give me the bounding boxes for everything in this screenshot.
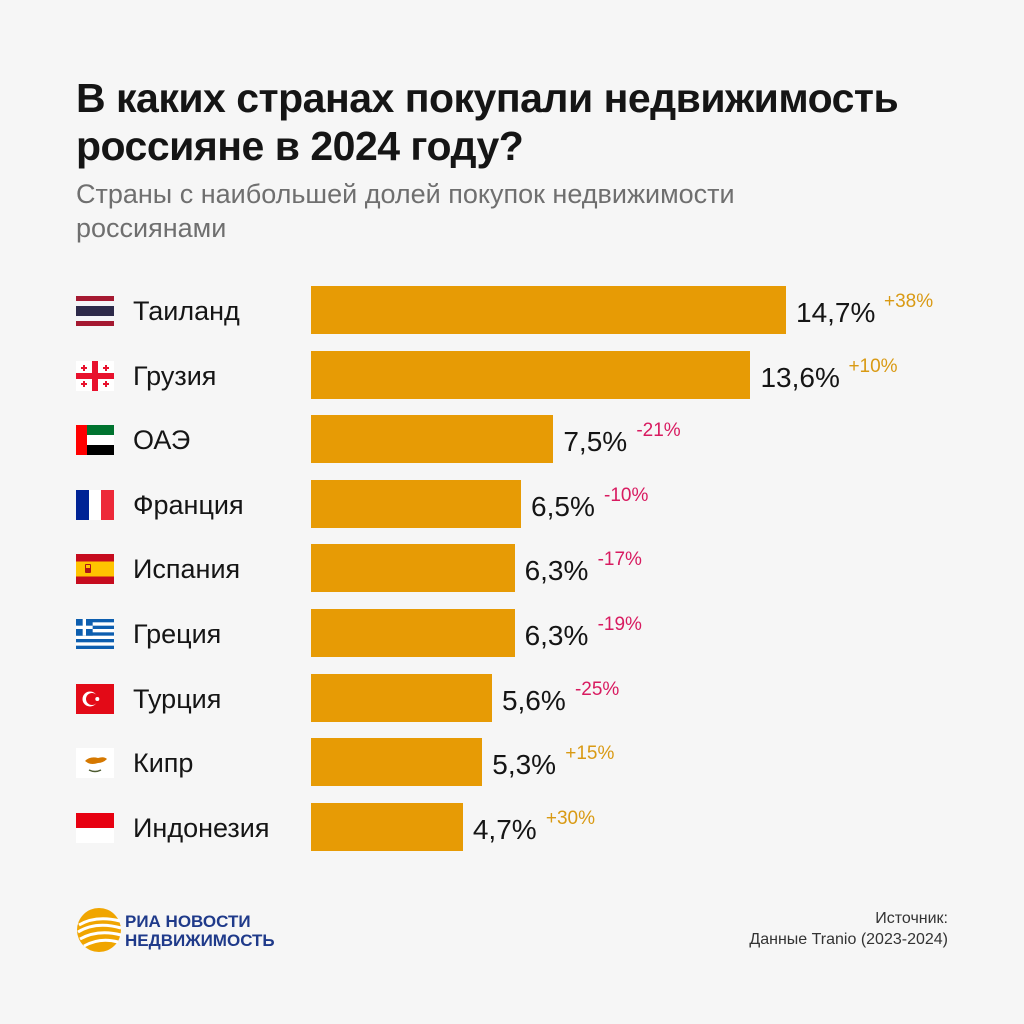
chart-row: Грузия 13,6% +10%	[0, 350, 1024, 399]
bar	[311, 609, 515, 657]
chart-title: В каких странах покупали недвижимость ро…	[76, 75, 899, 169]
bar	[311, 286, 786, 334]
source-text: Данные Tranio (2023-2024)	[749, 931, 948, 948]
value-label: 5,6%	[501, 684, 566, 716]
value-label: 6,3%	[524, 620, 589, 651]
chart-row: Индонезия 4,7% +30%	[0, 802, 1024, 851]
category-label: Индонезия	[133, 812, 270, 843]
category-label: Турция	[133, 683, 222, 714]
value-label: 14,7%	[796, 297, 876, 328]
category-label: Грузия	[133, 360, 217, 391]
brand-line-2: НЕДВИЖИМОСТЬ	[125, 931, 275, 950]
change-label: +30%	[545, 807, 595, 829]
source-note: Источник: Данные Tranio (2023-2024)	[749, 908, 948, 950]
chart-row: ОАЭ 7,5% -21%	[0, 415, 1024, 464]
category-label: Таиланд	[133, 296, 240, 326]
greece-flag-icon	[76, 619, 114, 649]
bar	[311, 738, 483, 787]
chart-row: Франция 6,5% -10%	[0, 479, 1024, 528]
chart-row: Турция 5,6% -25%	[0, 673, 1024, 722]
category-label: Испания	[133, 554, 241, 585]
change-label: -25%	[574, 678, 620, 700]
brand-line-1: РИА НОВОСТИ	[125, 912, 251, 931]
chart-row: Таиланд 14,7% +38%	[0, 286, 1024, 334]
brand-name: РИА НОВОСТИ НЕДВИЖИМОСТЬ	[125, 912, 275, 950]
bar	[311, 350, 751, 399]
change-label: +38%	[884, 291, 934, 312]
value-label: 7,5%	[563, 426, 628, 458]
bar	[311, 802, 463, 851]
value-label: 4,7%	[472, 813, 537, 845]
category-label: Кипр	[133, 748, 194, 779]
france-flag-icon	[76, 489, 114, 520]
value-label: 6,3%	[524, 555, 589, 587]
bar	[311, 544, 515, 593]
bar	[311, 415, 554, 464]
uae-flag-icon	[76, 425, 114, 456]
indonesia-flag-icon	[76, 812, 114, 843]
value-label: 6,5%	[531, 490, 595, 522]
georgia-flag-icon	[76, 360, 114, 391]
bar	[311, 673, 492, 722]
change-label: +10%	[848, 355, 898, 377]
change-label: -10%	[604, 484, 649, 506]
category-label: Франция	[133, 489, 244, 520]
thailand-flag-icon	[76, 296, 114, 326]
value-label: 13,6%	[760, 361, 840, 393]
ria-globe-logo-icon	[77, 908, 122, 952]
chart-row: Испания 6,3% -17%	[0, 544, 1024, 593]
value-label: 5,3%	[492, 749, 557, 781]
cyprus-flag-icon	[76, 748, 114, 779]
category-label: Греция	[133, 619, 222, 649]
turkey-flag-icon	[76, 683, 114, 714]
change-label: -17%	[597, 549, 642, 571]
category-label: ОАЭ	[133, 425, 191, 456]
chart-row: Греция 6,3% -19%	[0, 609, 1024, 657]
chart-row: Кипр 5,3% +15%	[0, 738, 1024, 787]
spain-flag-icon	[76, 554, 114, 585]
source-label: Источник:	[875, 910, 948, 927]
change-label: -19%	[597, 614, 642, 635]
bar	[311, 479, 522, 528]
change-label: +15%	[565, 743, 615, 765]
change-label: -21%	[636, 420, 681, 442]
chart-subtitle: Страны с наибольшей долей покупок недвиж…	[76, 179, 735, 243]
